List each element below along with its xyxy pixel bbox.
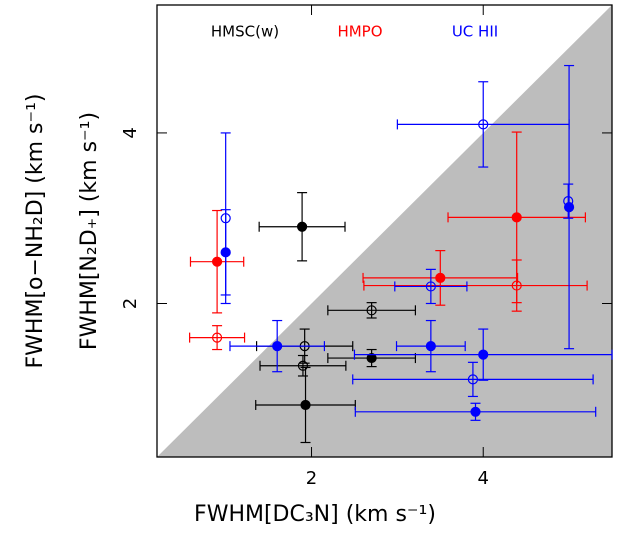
point <box>211 256 223 267</box>
point <box>297 360 309 371</box>
point <box>511 280 522 291</box>
point <box>467 374 479 385</box>
point <box>272 341 283 352</box>
point <box>300 399 311 411</box>
point <box>425 281 436 292</box>
point <box>563 202 575 213</box>
legend-entry: HMSC(w) <box>211 23 279 41</box>
diagonal-shade <box>157 5 612 457</box>
point <box>220 247 231 258</box>
legend-entry: UC HII <box>452 23 498 41</box>
point <box>511 212 522 223</box>
point <box>211 332 223 343</box>
point <box>296 221 308 232</box>
point <box>470 406 481 417</box>
point <box>366 305 377 316</box>
x-axis-label: FWHM[DC₃N] (km s⁻¹) <box>194 502 436 527</box>
x-tick-label: 4 <box>477 468 488 489</box>
x-tick-label: 2 <box>306 468 317 489</box>
y-tick-label: 4 <box>120 127 141 138</box>
y-axis-label: FWHM[N₂D₊] (km s⁻¹) <box>77 112 102 350</box>
point <box>425 341 436 352</box>
plot-frame <box>156 4 613 458</box>
y-tick-label: 2 <box>120 298 141 309</box>
point <box>478 119 489 130</box>
point <box>435 272 446 284</box>
point <box>478 349 489 360</box>
y-axis-label: FWHM[o−NH₂D] (km s⁻¹) <box>23 94 48 369</box>
point <box>366 352 377 364</box>
legend-entry: HMPO <box>337 23 382 41</box>
